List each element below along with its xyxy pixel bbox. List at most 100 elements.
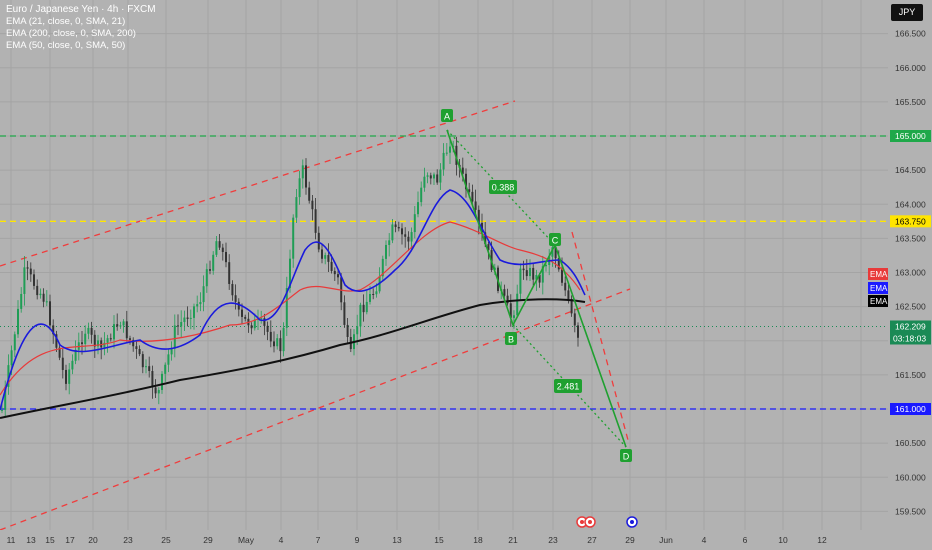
candle-body xyxy=(148,366,151,372)
candle-body xyxy=(42,293,45,302)
candle-body xyxy=(212,254,215,271)
candle-body xyxy=(321,249,323,259)
candle-body xyxy=(4,386,7,410)
candle-body xyxy=(61,357,64,370)
event-marker-dot xyxy=(588,520,592,524)
candle-body xyxy=(237,301,240,310)
channel-line-0 xyxy=(0,100,516,267)
candle-body xyxy=(132,339,135,347)
candle-body xyxy=(113,324,115,340)
candle-body xyxy=(529,267,531,277)
candle-body xyxy=(413,214,416,233)
indicator-ema21[interactable]: EMA (21, close, 0, SMA, 21) xyxy=(6,16,126,27)
candle-body xyxy=(308,187,311,201)
candle-body xyxy=(129,338,131,340)
candle-body xyxy=(289,258,291,288)
candle-body xyxy=(68,369,71,384)
time-axis: 11 13 15 17 20 23 25 29 May 4 7 9 13 15 18 21 23 27 29 Jun 4… xyxy=(0,530,888,550)
candle-body xyxy=(23,267,26,294)
candle-body xyxy=(74,349,77,361)
candle-body xyxy=(205,269,208,287)
candle-body xyxy=(266,325,269,332)
price-tick-7: 163.000 xyxy=(895,268,926,278)
candle-body xyxy=(468,189,471,192)
ema-badge-box-2 xyxy=(868,295,888,307)
candle-body xyxy=(330,261,333,271)
candle-body xyxy=(173,325,176,349)
time-tick-20: 4 xyxy=(702,535,707,545)
candle-body xyxy=(404,234,407,237)
candle-body xyxy=(301,165,304,179)
candle-body xyxy=(276,338,279,347)
candle-body xyxy=(10,350,13,366)
candle-body xyxy=(487,244,490,251)
candle-body xyxy=(372,294,375,296)
candle-body xyxy=(465,173,467,190)
ema-lines xyxy=(0,189,586,419)
candle-body xyxy=(359,304,362,327)
candle-body xyxy=(33,274,35,286)
candle-body xyxy=(442,152,445,170)
candle-body xyxy=(423,176,426,188)
price-tick-5: 164.000 xyxy=(895,199,926,209)
candle-body xyxy=(186,317,189,319)
candle-body xyxy=(55,334,58,348)
price-axis-bg xyxy=(888,0,932,550)
candle-body xyxy=(282,327,285,352)
indicator-ema200[interactable]: EMA (200, close, 0, SMA, 200) xyxy=(6,28,136,39)
ema-badge-box-1 xyxy=(868,282,888,294)
currency-badge[interactable]: JPY xyxy=(891,4,923,21)
candle-body xyxy=(183,317,186,322)
time-tick-19: Jun xyxy=(659,535,673,545)
time-tick-21: 6 xyxy=(743,535,748,545)
candle-body xyxy=(7,365,10,387)
candle-body xyxy=(509,303,512,318)
time-tick-5: 23 xyxy=(123,535,133,545)
candle-body xyxy=(557,258,560,270)
candle-body xyxy=(161,373,163,390)
candle-body xyxy=(228,262,231,284)
candle-body xyxy=(327,255,330,262)
candle-body xyxy=(218,241,221,248)
candle-body xyxy=(295,197,298,218)
candle-body xyxy=(545,264,547,267)
candle-body xyxy=(141,354,144,368)
time-tick-15: 21 xyxy=(508,535,518,545)
candle-body xyxy=(122,321,125,326)
grid xyxy=(0,0,888,530)
ema-badge-2: EMA xyxy=(870,297,888,306)
candle-body xyxy=(106,338,109,343)
candle-body xyxy=(225,251,227,263)
candle-body xyxy=(369,294,371,302)
time-tick-22: 10 xyxy=(778,535,788,545)
candle-body xyxy=(209,269,211,271)
ratio-label-box-1 xyxy=(554,379,582,393)
candle-body xyxy=(164,364,167,374)
time-tick-1: 13 xyxy=(26,535,36,545)
candle-body xyxy=(346,324,349,338)
candle-body xyxy=(375,291,378,295)
candle-body xyxy=(471,191,474,202)
candle-body xyxy=(407,236,410,242)
indicator-ema50[interactable]: EMA (50, close, 0, SMA, 50) xyxy=(6,40,126,51)
time-tick-17: 27 xyxy=(587,535,597,545)
candle-body xyxy=(260,318,263,320)
candle-body xyxy=(170,348,173,355)
time-tick-11: 9 xyxy=(355,535,360,545)
candle-body xyxy=(279,338,282,352)
candle-body xyxy=(343,302,346,325)
candle-body xyxy=(535,274,538,280)
candle-body xyxy=(196,304,199,307)
pattern-point-D-box xyxy=(620,449,632,462)
candle-body xyxy=(1,409,3,411)
candle-body xyxy=(525,270,528,277)
candle-body xyxy=(561,269,563,283)
candle-body xyxy=(385,244,387,259)
candle-body xyxy=(391,224,394,241)
time-tick-0: 11 xyxy=(7,535,16,545)
candle-body xyxy=(541,266,544,283)
candle-body xyxy=(81,342,83,345)
time-tick-8: May xyxy=(238,535,255,545)
candle-body xyxy=(151,371,154,388)
